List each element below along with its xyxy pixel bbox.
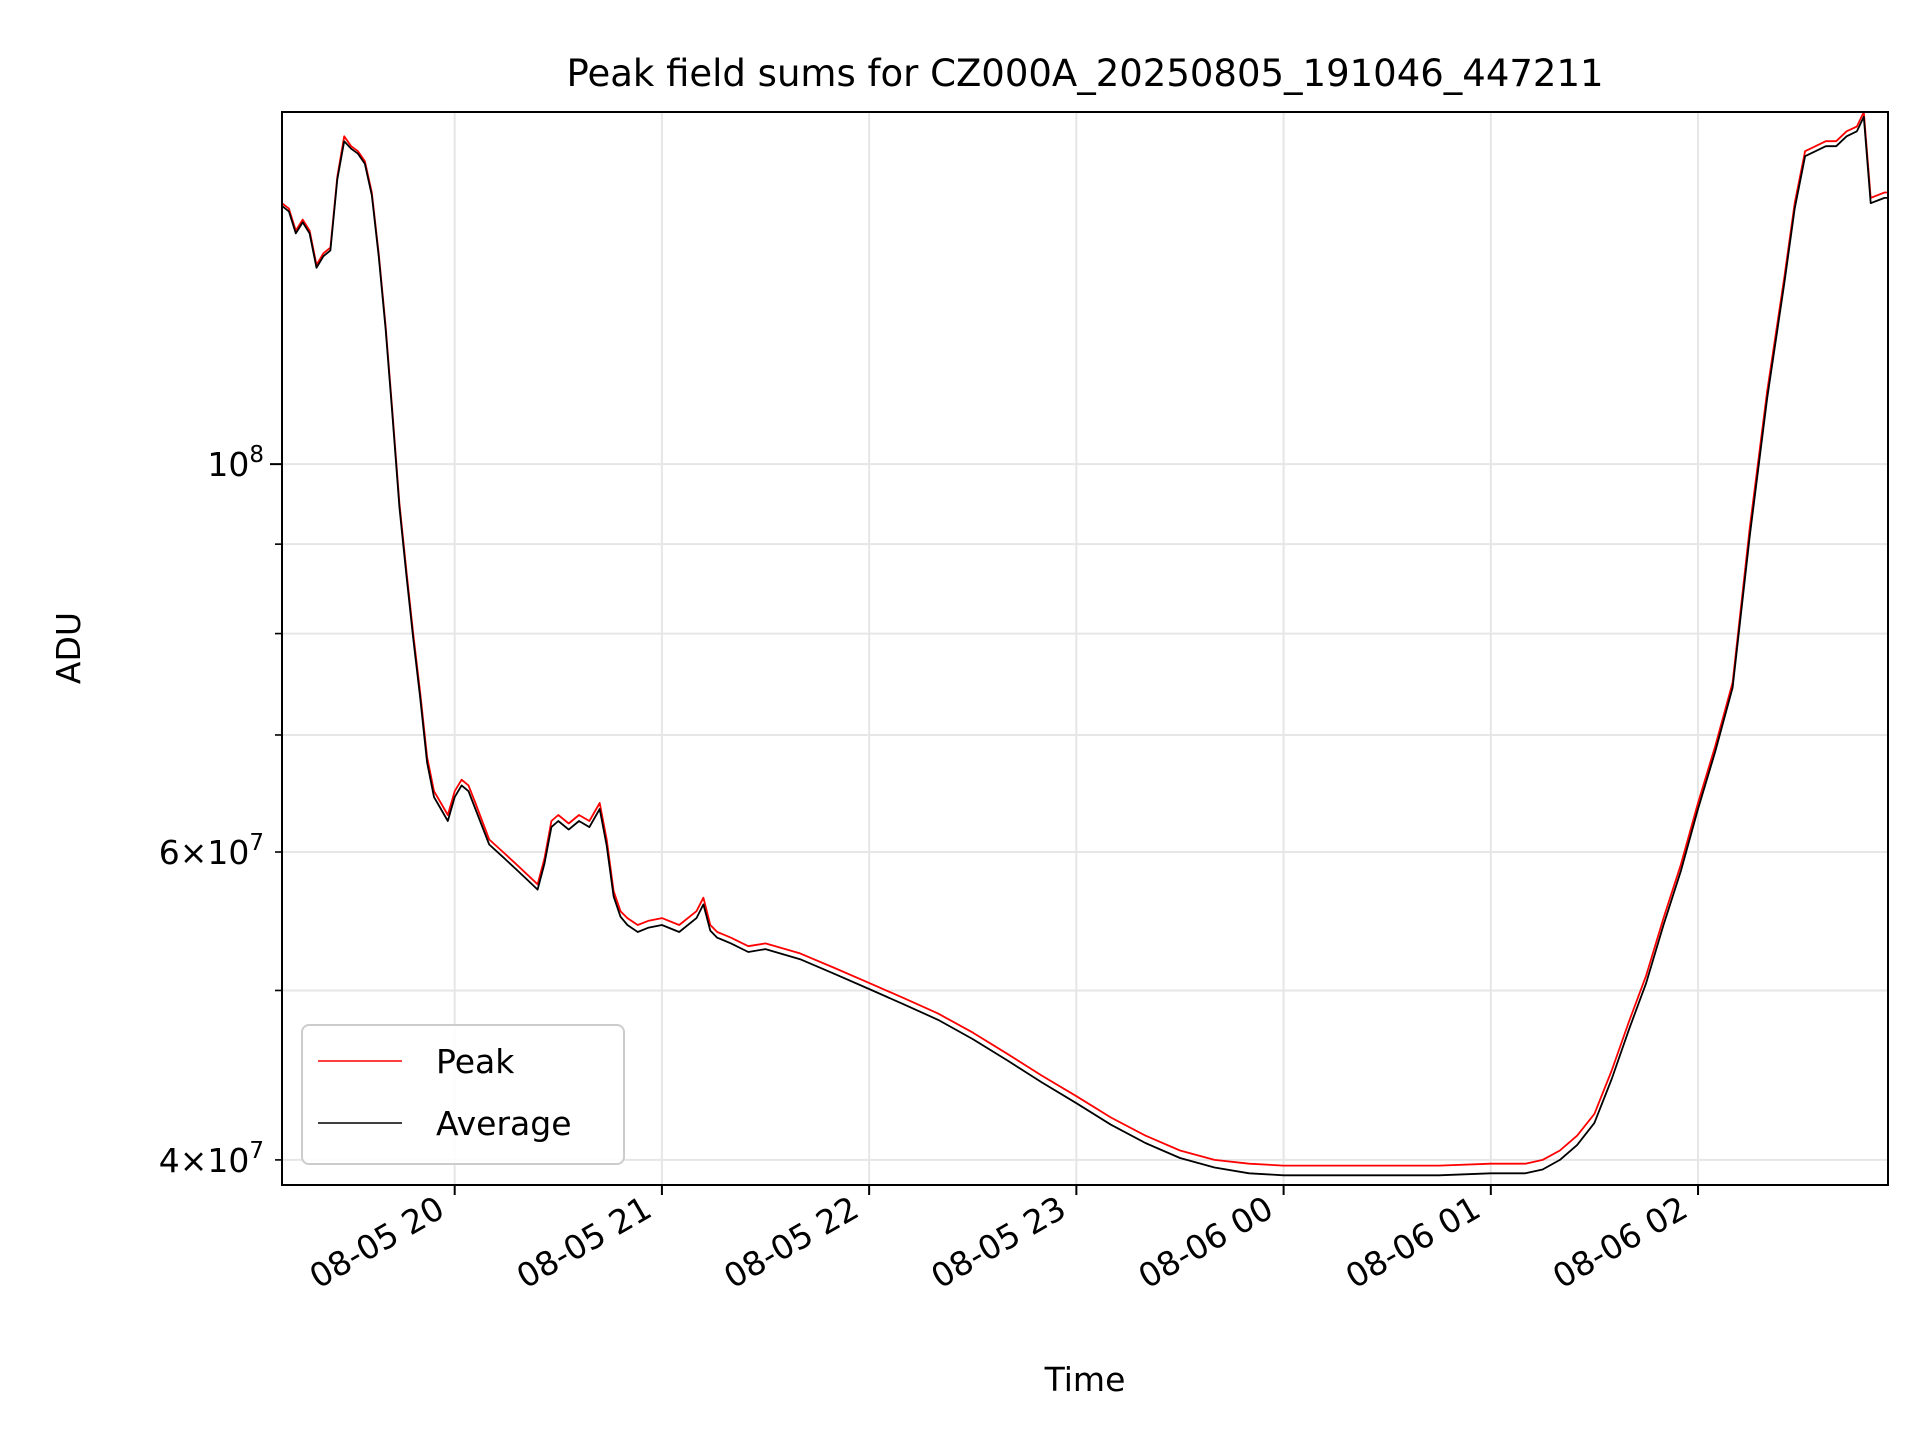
y-tick-exponent: 7 xyxy=(249,830,264,856)
y-tick-label: 4×107 xyxy=(159,1138,264,1180)
y-tick-exponent: 8 xyxy=(249,442,264,468)
y-tick-base: 10 xyxy=(207,1141,249,1180)
y-axis-label: ADU xyxy=(49,612,88,684)
x-axis-label: Time xyxy=(1044,1360,1126,1399)
y-tick-label: 6×107 xyxy=(159,830,264,872)
y-tick-base: 10 xyxy=(207,445,249,484)
y-tick-mantissa: 4 xyxy=(159,1141,180,1180)
series-group xyxy=(282,112,1888,1177)
chart-title: Peak field sums for CZ000A_20250805_1910… xyxy=(566,52,1603,95)
y-tick-exponent: 7 xyxy=(249,1138,264,1164)
plot-frame xyxy=(281,111,1889,1186)
legend-box xyxy=(301,1024,625,1165)
legend-label-average: Average xyxy=(436,1104,572,1143)
y-tick-times: × xyxy=(180,833,208,872)
series-line-average xyxy=(282,115,1888,1177)
legend: Peak Average xyxy=(301,1024,625,1165)
y-tick-base: 10 xyxy=(207,833,249,872)
y-tick-mantissa: 6 xyxy=(159,833,180,872)
legend-label-peak: Peak xyxy=(436,1042,515,1081)
y-tick-times: × xyxy=(180,1141,208,1180)
y-tick-label: 108 xyxy=(207,442,264,484)
